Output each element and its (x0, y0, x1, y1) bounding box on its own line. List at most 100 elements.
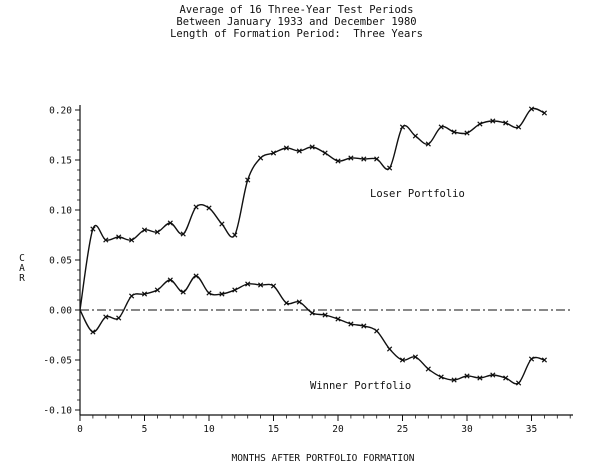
x-tick-label: 5 (142, 424, 148, 435)
winner-portfolio-point (128, 293, 135, 299)
winner-portfolio-point (219, 291, 225, 297)
loser-portfolio-point (154, 229, 161, 235)
y-axis-title-letter: R (19, 273, 25, 284)
winner-portfolio-point (503, 375, 509, 381)
winner-portfolio-point (167, 277, 173, 283)
point-mark (374, 328, 380, 334)
point-mark (528, 356, 535, 362)
winner-portfolio-point (490, 372, 496, 378)
winner-portfolio-point (348, 321, 354, 327)
loser-portfolio-point (296, 148, 302, 154)
y-tick-label: 0.15 (49, 156, 72, 167)
loser-portfolio-point (193, 204, 199, 210)
loser-portfolio-point (128, 237, 135, 243)
loser-portfolio-point (219, 221, 225, 227)
point-mark (283, 145, 290, 151)
loser-portfolio-point (90, 226, 96, 232)
y-tick-label: 0.05 (49, 256, 72, 267)
loser-portfolio-point (503, 120, 509, 126)
y-tick-label: 0.10 (49, 206, 72, 217)
loser-portfolio-point (515, 124, 522, 130)
loser-portfolio-point (490, 118, 496, 124)
point-mark (257, 282, 264, 288)
loser-portfolio-point (309, 144, 315, 150)
y-axis-title-letter: A (19, 263, 25, 274)
x-tick-label: 10 (203, 424, 215, 435)
loser-portfolio-point (141, 227, 148, 233)
point-mark (245, 177, 251, 183)
point-mark (270, 150, 277, 156)
point-mark (361, 156, 367, 162)
loser-portfolio-point (180, 231, 186, 237)
winner-portfolio-point (180, 289, 186, 295)
winner-portfolio-point (451, 377, 457, 383)
loser-portfolio-point (270, 150, 277, 156)
point-mark (167, 220, 173, 226)
winner-portfolio-point (193, 273, 199, 279)
point-mark (464, 373, 470, 379)
point-mark (154, 229, 161, 235)
winner-portfolio-point (335, 316, 341, 322)
loser-portfolio-point (438, 124, 444, 130)
point-mark (270, 283, 277, 289)
loser-portfolio-point (361, 156, 367, 162)
point-mark (128, 293, 135, 299)
winner-portfolio-point (322, 312, 328, 318)
loser-portfolio-point (386, 165, 393, 171)
point-mark (386, 165, 393, 171)
point-mark (309, 310, 315, 316)
point-mark (541, 357, 548, 363)
x-tick-label: 20 (332, 424, 344, 435)
winner-portfolio-point (90, 329, 96, 335)
loser-portfolio-point (103, 237, 109, 243)
point-mark (348, 155, 354, 161)
winner-portfolio-point (477, 375, 483, 381)
point-mark (412, 133, 419, 139)
point-mark (451, 129, 457, 135)
point-mark (257, 155, 264, 161)
y-tick-label: -0.05 (43, 356, 72, 367)
point-mark (515, 380, 522, 386)
winner-portfolio-point (464, 373, 470, 379)
point-mark (180, 289, 186, 295)
point-mark (361, 323, 367, 329)
chart-title-line-2: Between January 1933 and December 1980 (176, 16, 417, 28)
y-tick-label: 0.00 (49, 306, 72, 317)
point-mark (206, 205, 212, 211)
loser-portfolio-point (425, 141, 431, 147)
point-mark (464, 130, 470, 136)
point-mark (141, 291, 148, 297)
point-mark (232, 232, 238, 238)
loser-portfolio-point (167, 220, 173, 226)
point-mark (503, 375, 509, 381)
x-tick-label: 0 (77, 424, 83, 435)
point-mark (412, 354, 419, 360)
point-mark (116, 234, 122, 240)
point-mark (90, 329, 96, 335)
point-mark (451, 377, 457, 383)
chart-title-line-1: Average of 16 Three-Year Test Periods (179, 4, 414, 16)
point-mark (193, 204, 199, 210)
point-mark (309, 144, 315, 150)
y-tick-label: 0.20 (49, 106, 72, 117)
loser-portfolio-point (257, 155, 264, 161)
chart-ticks: 0.20 0.15 0.10 0.05 0.00 -0.05 -0.10 0 5 10 15 20 25… (43, 106, 571, 435)
point-mark (425, 141, 431, 147)
loser-portfolio-point (412, 133, 419, 139)
winner-portfolio-point (141, 291, 148, 297)
winner-portfolio-point (206, 290, 212, 296)
winner-portfolio-point (116, 315, 122, 321)
winner-portfolio-point (412, 354, 419, 360)
point-mark (541, 110, 548, 116)
winner-portfolio-point (154, 287, 161, 293)
winner-portfolio-point (103, 314, 109, 320)
loser-portfolio-point (245, 177, 251, 183)
point-mark (245, 281, 251, 287)
point-mark (154, 287, 161, 293)
point-mark (477, 121, 483, 127)
winner-portfolio-point (374, 328, 380, 334)
loser-portfolio-point (335, 158, 341, 164)
loser-portfolio-label: Loser Portfolio (370, 188, 465, 200)
point-mark (167, 277, 173, 283)
